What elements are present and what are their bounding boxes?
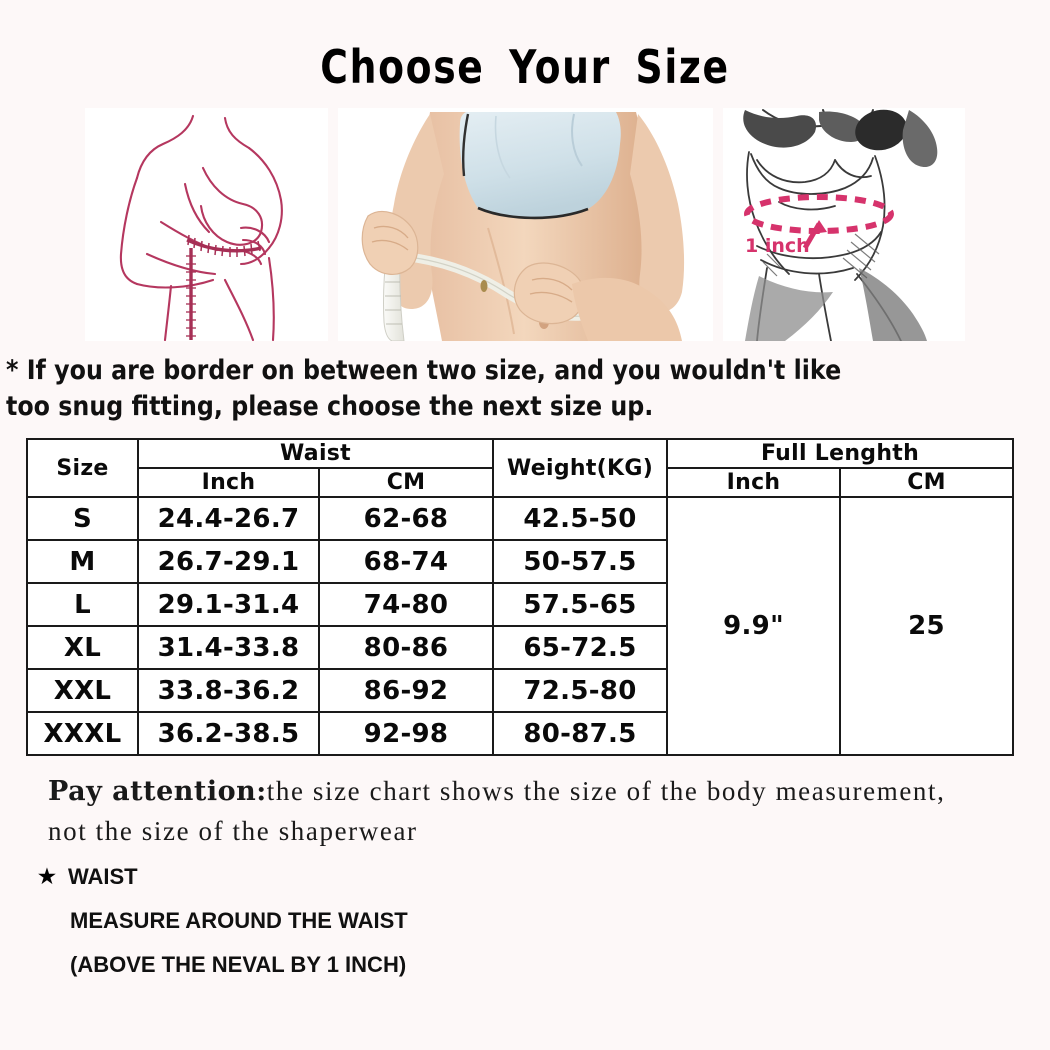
cell-waist-inch: 26.7-29.1 (137, 539, 320, 585)
waist-measure-photo (338, 108, 713, 341)
cell-size: S (26, 496, 139, 542)
waist-line-2-row: (ABOVE THE NEVAL BY 1 INCH) (70, 954, 1050, 976)
cell-size: XXL (26, 668, 139, 714)
waist-line-1-row: MEASURE AROUND THE WAIST (70, 910, 1050, 932)
cell-waist-cm: 92-98 (317, 711, 495, 757)
cell-waist-cm: 74-80 (317, 582, 495, 628)
header-waist: Waist (136, 438, 495, 470)
header-waist-cm: CM (317, 467, 495, 499)
pay-attention-body: the size chart shows the size of the bod… (48, 776, 946, 847)
pay-attention-note: Pay attention:the size chart shows the s… (48, 772, 988, 852)
instruction-image-strip: 1 inch (0, 108, 1050, 341)
cell-weight: 65-72.5 (492, 625, 669, 671)
waist-heading-row: ★ WAIST (38, 866, 1050, 888)
one-inch-label: 1 inch (745, 235, 810, 257)
cell-waist-inch: 29.1-31.4 (137, 582, 320, 628)
table-row: XXXL 36.2-38.5 92-98 80-87.5 (26, 711, 1013, 757)
table-row: XL 31.4-33.8 80-86 65-72.5 (26, 625, 1013, 671)
header-full-inch: Inch (666, 467, 842, 499)
cell-waist-cm: 68-74 (317, 539, 495, 585)
star-icon: ★ (38, 866, 56, 889)
header-weight: Weight(KG) (492, 438, 669, 499)
header-full-length: Full Lenghth (666, 438, 1015, 470)
cell-full-length-cm: 25 (839, 496, 1015, 757)
waist-heading: WAIST (67, 864, 138, 890)
size-chart-table: Size Waist Weight(KG) Full Lenghth Inch … (26, 438, 1015, 757)
cell-waist-cm: 80-86 (317, 625, 495, 671)
cell-waist-inch: 24.4-26.7 (137, 496, 320, 542)
cell-size: L (26, 582, 139, 628)
bust-measure-line-drawing (85, 108, 328, 341)
sizing-note: * If you are border on between two size,… (6, 355, 842, 422)
size-table-container: Size Waist Weight(KG) Full Lenghth Inch … (0, 424, 1050, 757)
cell-waist-cm: 62-68 (317, 496, 495, 542)
header-full-cm: CM (839, 467, 1015, 499)
cell-full-length-inch: 9.9" (666, 496, 842, 757)
table-row: S 24.4-26.7 62-68 42.5-50 9.9" 25 (26, 496, 1015, 757)
table-row: M 26.7-29.1 68-74 50-57.5 (26, 539, 1013, 585)
waist-line-2: (ABOVE THE NEVAL BY 1 INCH) (70, 952, 407, 978)
cell-size: M (26, 539, 139, 585)
cell-weight: 80-87.5 (492, 711, 669, 757)
waist-instructions: ★ WAIST MEASURE AROUND THE WAIST (ABOVE … (38, 866, 1050, 976)
pay-attention-lead: Pay attention: (48, 776, 267, 808)
waist-one-inch-sketch: 1 inch (723, 108, 965, 341)
cell-waist-cm: 86-92 (317, 668, 495, 714)
cell-weight: 57.5-65 (492, 582, 669, 628)
header-size: Size (26, 438, 139, 499)
page-title: Choose Your Size (320, 40, 730, 94)
cell-weight: 72.5-80 (492, 668, 669, 714)
table-row: L 29.1-31.4 74-80 57.5-65 (26, 582, 1013, 628)
table-header-row-sub: Inch CM Inch CM (27, 467, 1015, 499)
table-header-row-group: Size Waist Weight(KG) Full Lenghth (26, 438, 1015, 499)
cell-waist-inch: 33.8-36.2 (137, 668, 320, 714)
cell-weight: 42.5-50 (492, 496, 669, 542)
header-waist-inch: Inch (137, 467, 320, 499)
cell-size: XL (26, 625, 139, 671)
table-row: XXL 33.8-36.2 86-92 72.5-80 (26, 668, 1013, 714)
cell-waist-inch: 36.2-38.5 (137, 711, 320, 757)
cell-size: XXXL (26, 711, 139, 757)
cell-waist-inch: 31.4-33.8 (137, 625, 320, 671)
cell-weight: 50-57.5 (492, 539, 669, 585)
waist-line-1: MEASURE AROUND THE WAIST (70, 908, 408, 934)
